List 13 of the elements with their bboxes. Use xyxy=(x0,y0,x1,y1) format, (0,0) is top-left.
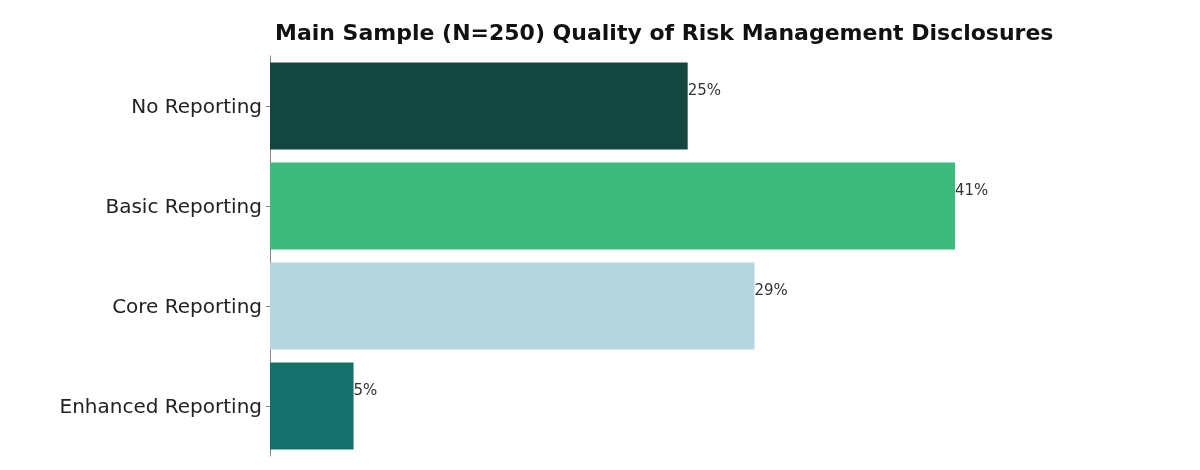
chart-title: Main Sample (N=250) Quality of Risk Management Disclosures xyxy=(275,19,1054,45)
bar xyxy=(270,262,755,350)
data-label: 29% xyxy=(754,281,788,299)
y-tick-label: Core Reporting xyxy=(112,294,262,318)
bar xyxy=(270,362,354,450)
y-tick-label: Enhanced Reporting xyxy=(59,394,262,418)
y-tick-label: No Reporting xyxy=(131,94,262,118)
y-tick-label: Basic Reporting xyxy=(105,194,262,218)
data-label: 41% xyxy=(955,181,989,199)
bar xyxy=(270,162,956,250)
data-label: 5% xyxy=(353,381,378,399)
data-label: 25% xyxy=(687,81,722,99)
bar xyxy=(270,62,688,150)
